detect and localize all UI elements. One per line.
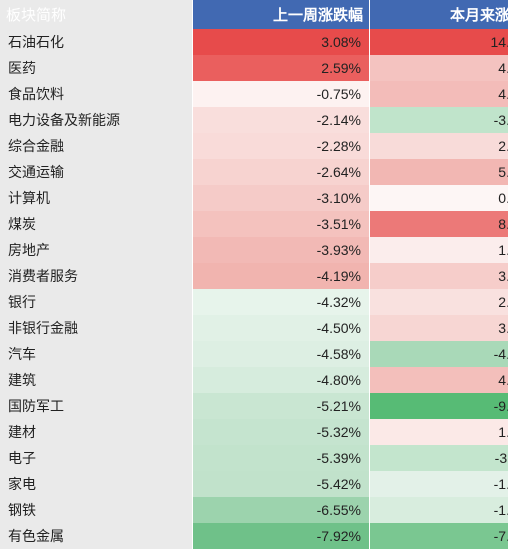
table-row: 建筑-4.80%4.82% [0,367,508,393]
sector-name: 国防军工 [0,393,193,419]
table-row: 房地产-3.93%1.28% [0,237,508,263]
month-value: 4.68% [370,55,508,81]
week-value: -4.50% [193,315,370,341]
sector-name: 有色金属 [0,523,193,549]
sector-name: 家电 [0,471,193,497]
table-row: 电子-5.39%-3.11% [0,445,508,471]
table-row: 建材-5.32%1.62% [0,419,508,445]
month-value: 0.54% [370,185,508,211]
sector-name: 石油石化 [0,29,193,55]
month-value: 5.21% [370,159,508,185]
week-value: -3.93% [193,237,370,263]
table-row: 综合金融-2.28%2.84% [0,133,508,159]
week-value: -2.14% [193,107,370,133]
table-row: 非银行金融-4.50%3.23% [0,315,508,341]
sector-name: 电子 [0,445,193,471]
table-row: 煤炭-3.51%8.72% [0,211,508,237]
month-value: 4.82% [370,367,508,393]
week-value: -5.42% [193,471,370,497]
month-value: -7.56% [370,523,508,549]
sector-table: 板块简称 上一周涨跌幅 本月来涨幅幅 石油石化3.08%14.13%医药2.59… [0,0,508,549]
sector-name: 建筑 [0,367,193,393]
table-row: 石油石化3.08%14.13% [0,29,508,55]
sector-name: 汽车 [0,341,193,367]
month-value: -9.77% [370,393,508,419]
table-row: 银行-4.32%2.44% [0,289,508,315]
table-row: 食品饮料-0.75%4.99% [0,81,508,107]
header-name: 板块简称 [0,0,193,29]
week-value: -0.75% [193,81,370,107]
table-row: 国防军工-5.21%-9.77% [0,393,508,419]
header-month: 本月来涨幅幅 [370,0,508,29]
week-value: 3.08% [193,29,370,55]
week-value: -2.28% [193,133,370,159]
week-value: -5.39% [193,445,370,471]
month-value: -4.66% [370,341,508,367]
table-row: 交通运输-2.64%5.21% [0,159,508,185]
month-value: 1.28% [370,237,508,263]
week-value: -2.64% [193,159,370,185]
header-row: 板块简称 上一周涨跌幅 本月来涨幅幅 [0,0,508,29]
sector-name: 煤炭 [0,211,193,237]
week-value: -3.10% [193,185,370,211]
week-value: -6.55% [193,497,370,523]
sector-name: 电力设备及新能源 [0,107,193,133]
month-value: 8.72% [370,211,508,237]
month-value: 3.87% [370,263,508,289]
sector-name: 食品饮料 [0,81,193,107]
table-row: 钢铁-6.55%-1.81% [0,497,508,523]
month-value: -3.11% [370,445,508,471]
month-value: 1.62% [370,419,508,445]
sector-name: 银行 [0,289,193,315]
table-row: 医药2.59%4.68% [0,55,508,81]
sector-name: 综合金融 [0,133,193,159]
week-value: -7.92% [193,523,370,549]
week-value: -5.32% [193,419,370,445]
week-value: -4.19% [193,263,370,289]
sector-name: 非银行金融 [0,315,193,341]
table-row: 计算机-3.10%0.54% [0,185,508,211]
table-row: 家电-5.42%-1.17% [0,471,508,497]
week-value: -3.51% [193,211,370,237]
month-value: -1.81% [370,497,508,523]
month-value: -3.29% [370,107,508,133]
sector-name: 医药 [0,55,193,81]
week-value: 2.59% [193,55,370,81]
week-value: -5.21% [193,393,370,419]
sector-name: 钢铁 [0,497,193,523]
sector-name: 计算机 [0,185,193,211]
sector-name: 房地产 [0,237,193,263]
table-row: 汽车-4.58%-4.66% [0,341,508,367]
week-value: -4.58% [193,341,370,367]
month-value: 3.23% [370,315,508,341]
sector-name: 建材 [0,419,193,445]
month-value: 2.84% [370,133,508,159]
table-row: 消费者服务-4.19%3.87% [0,263,508,289]
table-row: 电力设备及新能源-2.14%-3.29% [0,107,508,133]
header-week: 上一周涨跌幅 [193,0,370,29]
month-value: 2.44% [370,289,508,315]
table-row: 有色金属-7.92%-7.56% [0,523,508,549]
month-value: -1.17% [370,471,508,497]
sector-name: 交通运输 [0,159,193,185]
sector-name: 消费者服务 [0,263,193,289]
week-value: -4.32% [193,289,370,315]
month-value: 14.13% [370,29,508,55]
month-value: 4.99% [370,81,508,107]
week-value: -4.80% [193,367,370,393]
